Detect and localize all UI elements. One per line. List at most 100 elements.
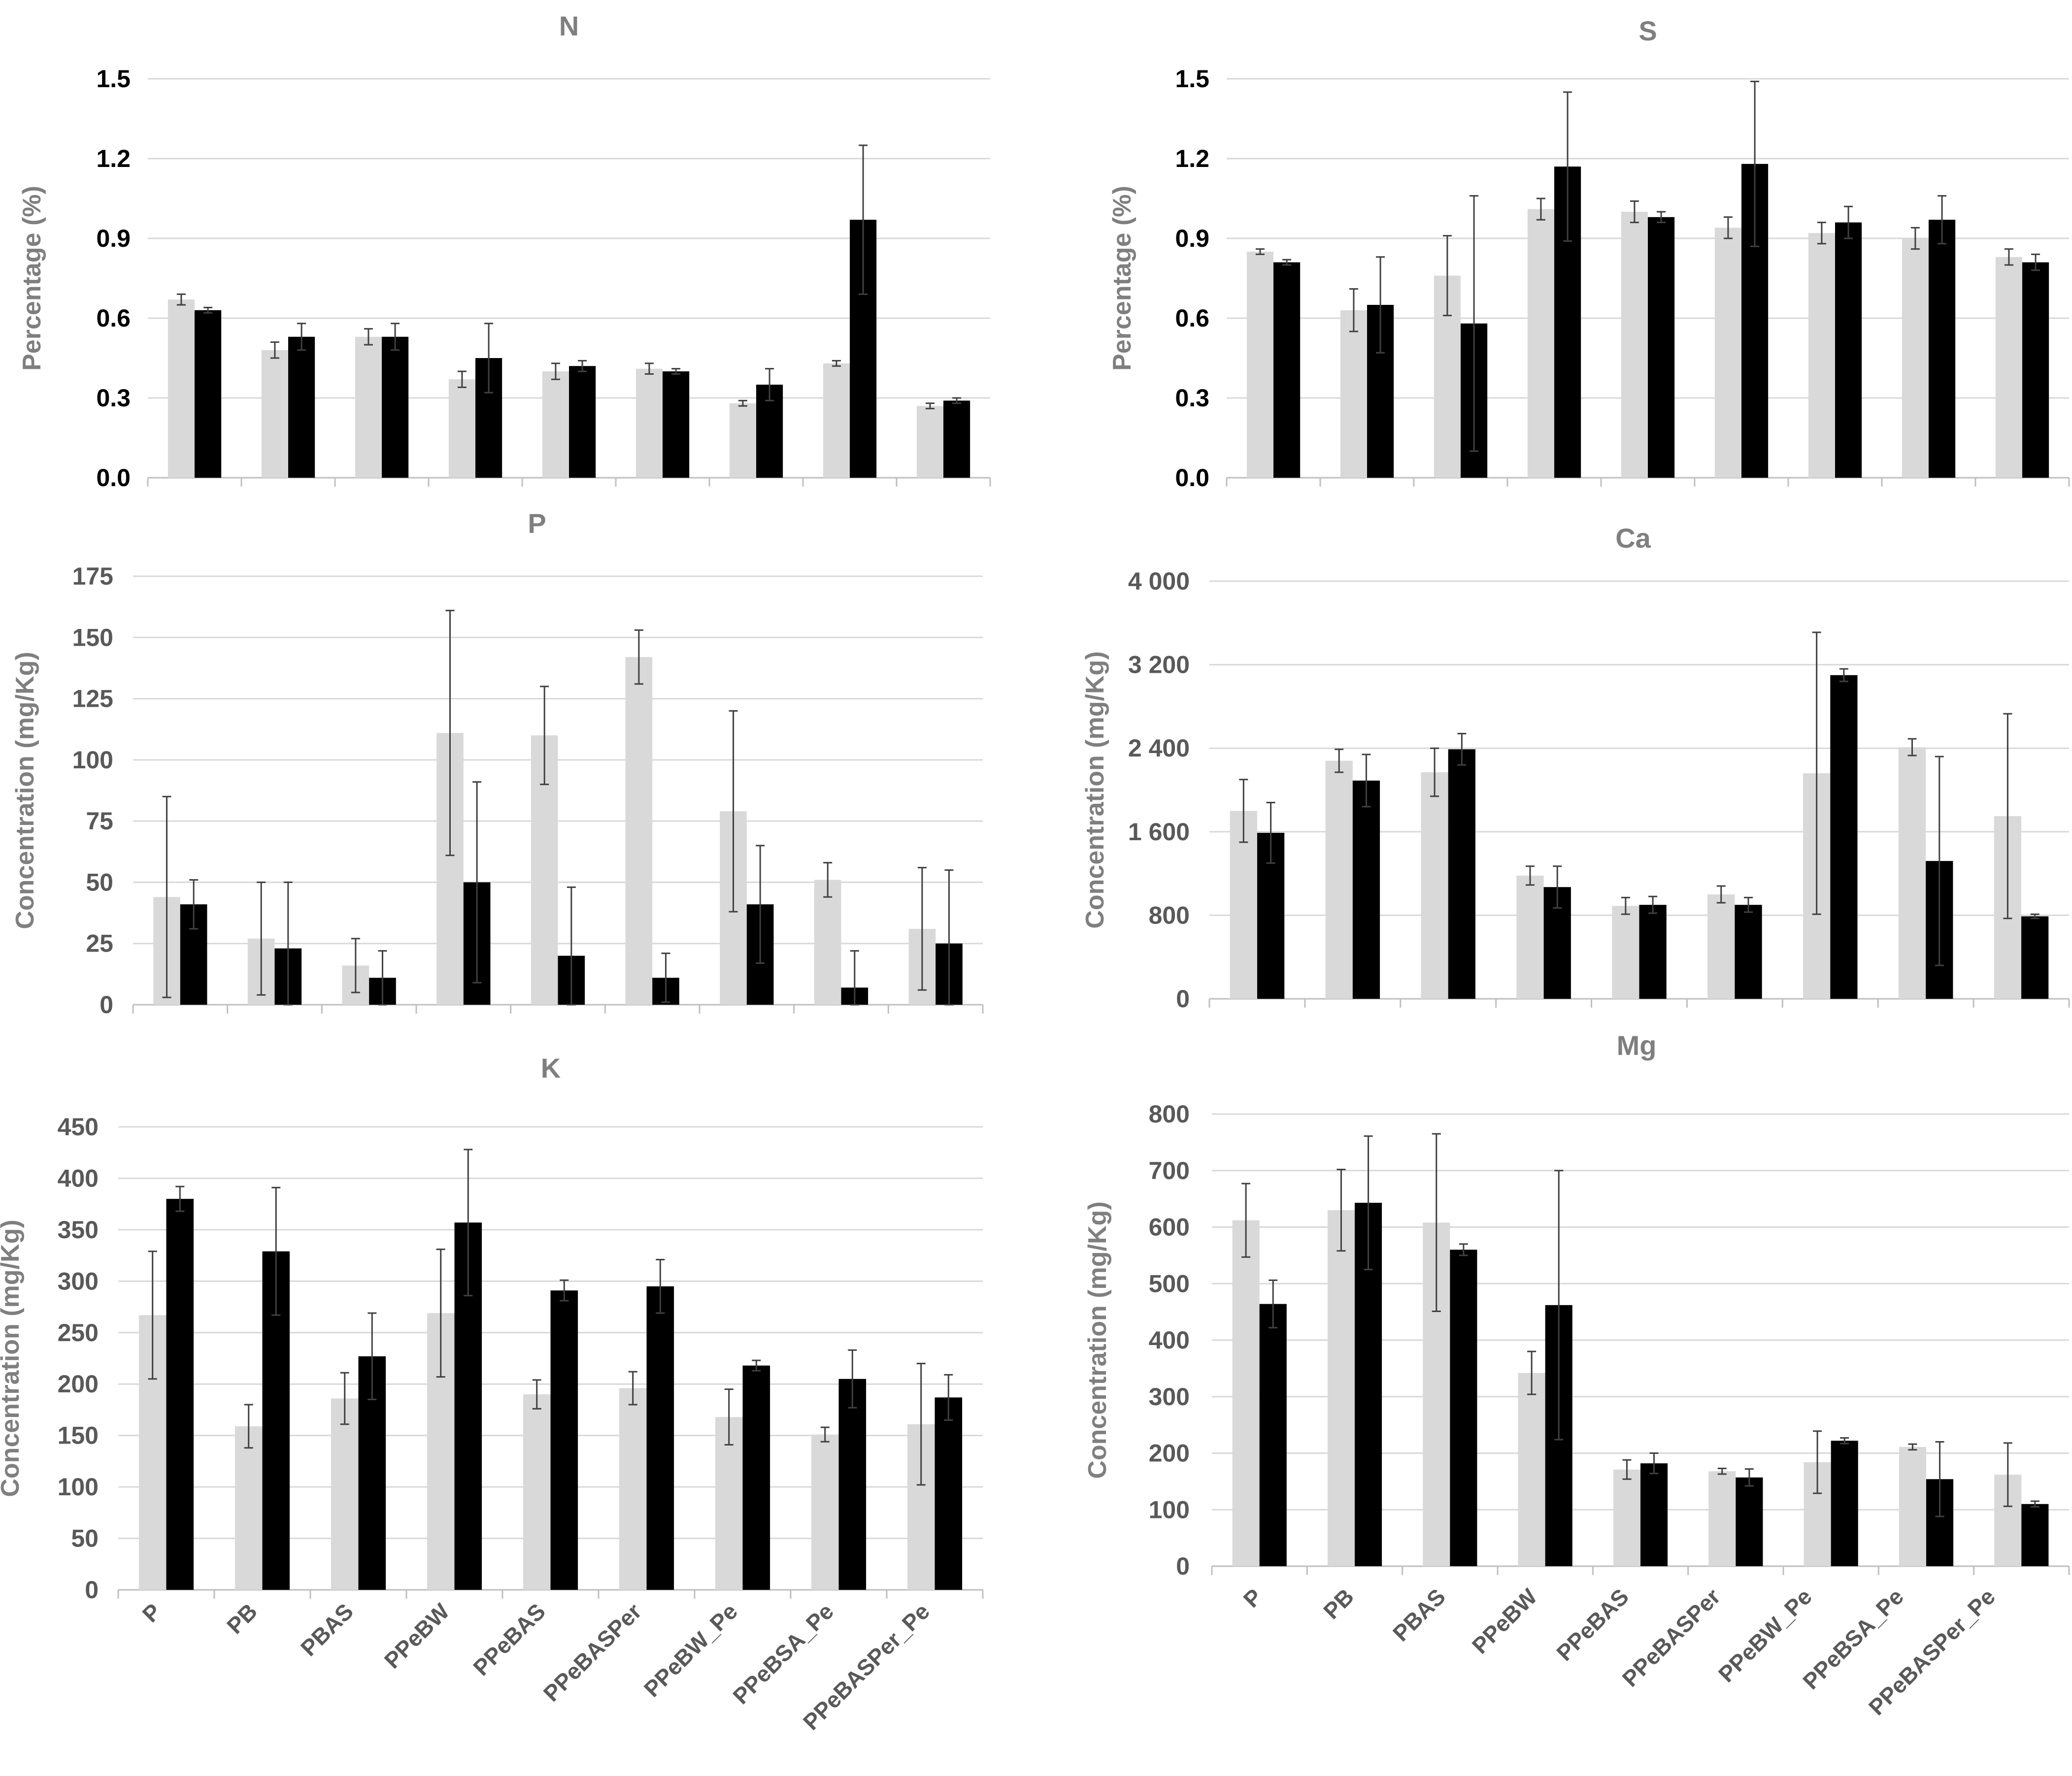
- x-tick-label: PPeBW_Pe: [639, 1598, 742, 1702]
- bar-a-pb: [1340, 310, 1367, 478]
- bar-a-ppebsa_pe: [811, 1434, 839, 1590]
- bar-a-ppebas: [1621, 212, 1648, 478]
- chart-title: S: [1638, 15, 1657, 46]
- bar-a-ppebas: [1613, 1469, 1640, 1566]
- x-tick-label: PBAS: [296, 1598, 358, 1661]
- y-tick-label: 800: [1149, 901, 1190, 929]
- y-tick-label: 0.9: [96, 225, 131, 252]
- bar-a-ppebasper: [1714, 228, 1741, 478]
- y-tick-label: 200: [58, 1370, 99, 1398]
- bar-a-ppebasper_pe: [916, 406, 943, 478]
- y-tick-label: 0.0: [96, 464, 131, 492]
- bar-b-p: [1259, 1304, 1287, 1566]
- bar-a-ppebw: [1527, 209, 1554, 478]
- bar-b-ppebasper: [663, 371, 690, 478]
- y-tick-label: 0.3: [1175, 384, 1209, 412]
- x-tick-label: PB: [222, 1598, 262, 1639]
- chart-panel-s: S Percentage (%) 0.0 0.3 0.6 0.9 1.2 1.5: [1108, 15, 2070, 492]
- y-tick-label: 450: [58, 1113, 99, 1141]
- x-tick-label: PBAS: [1388, 1583, 1450, 1646]
- y-tick-label: 100: [58, 1473, 99, 1501]
- y-axis-label: Concentration (mg/Kg): [1083, 1201, 1112, 1479]
- y-tick-label: 0: [1176, 1552, 1190, 1580]
- y-axis-label: Concentration (mg/Kg): [11, 652, 39, 929]
- bar-b-ppebas: [1640, 1463, 1668, 1566]
- bar-a-pb: [1325, 760, 1353, 999]
- y-tick-label: 0: [100, 991, 113, 1019]
- bar-b-ppebas: [569, 366, 596, 478]
- y-tick-label: 700: [1149, 1157, 1190, 1184]
- bar-a-ppebw_pe: [729, 403, 756, 478]
- bar-b-ppebas: [1648, 217, 1675, 478]
- x-tick-label: PB: [1318, 1583, 1359, 1624]
- y-tick-label: 400: [1149, 1326, 1190, 1354]
- bar-b-ppebasper: [1735, 905, 1762, 999]
- bar-a-ppebw_pe: [715, 1417, 743, 1590]
- y-tick-label: 100: [1149, 1496, 1190, 1523]
- bar-b-ppebas: [1639, 905, 1667, 999]
- bar-a-pbas: [331, 1398, 359, 1590]
- bar-a-ppebasper: [635, 368, 663, 478]
- y-tick-label: 75: [86, 807, 113, 835]
- y-tick-label: 25: [86, 930, 113, 957]
- y-tick-label: 175: [72, 562, 113, 590]
- y-tick-label: 0.0: [1175, 464, 1209, 492]
- chart-panel-ca: Ca Concentration (mg/Kg) 0 800 1 600 2 400 3 2…: [1081, 523, 2070, 1013]
- bar-b-pbas: [382, 336, 409, 478]
- chart-title: Mg: [1617, 1030, 1657, 1061]
- y-tick-label: 500: [1149, 1270, 1190, 1297]
- bar-a-ppebsa_pe: [1899, 1447, 1926, 1566]
- x-tick-label: P: [1238, 1583, 1267, 1612]
- y-tick-label: 0.6: [1175, 304, 1209, 332]
- y-tick-label: 250: [58, 1319, 99, 1347]
- y-tick-label: 0.3: [96, 384, 131, 412]
- bar-a-ppebsa_pe: [814, 880, 841, 1005]
- chart-panel-p: P Concentration (mg/Kg) 0 25 50 75 100 125 150 17…: [11, 508, 984, 1019]
- y-axis-label: Percentage (%): [18, 186, 46, 371]
- bar-b-pb: [288, 336, 315, 478]
- bar-b-ppebw_pe: [1830, 675, 1858, 999]
- bar-a-p: [167, 299, 195, 478]
- y-tick-label: 1.2: [96, 145, 131, 172]
- bar-b-ppebw_pe: [1831, 1441, 1858, 1566]
- bar-b-ppebasper_pe: [943, 400, 970, 478]
- y-tick-label: 800: [1149, 1100, 1190, 1128]
- y-tick-label: 1.5: [1175, 65, 1209, 93]
- y-tick-label: 350: [58, 1216, 99, 1244]
- bar-b-ppebasper_pe: [2021, 1504, 2049, 1566]
- bar-b-pb: [1352, 780, 1380, 999]
- bar-b-ppebas: [550, 1290, 578, 1590]
- y-tick-label: 2 400: [1128, 734, 1190, 762]
- bar-a-ppebas: [1612, 906, 1639, 999]
- bar-b-p: [1273, 262, 1301, 478]
- y-tick-label: 1 600: [1128, 818, 1190, 846]
- bar-b-p: [166, 1199, 194, 1590]
- bar-a-ppebasper: [1708, 1471, 1736, 1566]
- bar-a-ppebasper: [619, 1388, 647, 1590]
- y-tick-label: 150: [58, 1422, 99, 1449]
- bar-a-pbas: [355, 336, 382, 478]
- bar-a-pb: [1327, 1210, 1355, 1566]
- bar-a-pb: [261, 350, 288, 478]
- x-tick-label: PPeBAS: [468, 1598, 550, 1680]
- y-tick-label: 1.2: [1175, 145, 1209, 172]
- y-tick-label: 400: [58, 1164, 99, 1192]
- y-tick-label: 125: [72, 685, 113, 713]
- x-tick-label: PPeBASPer: [538, 1598, 646, 1706]
- bar-b-ppebw_pe: [1835, 222, 1862, 478]
- bar-a-ppebw: [448, 379, 475, 478]
- bar-b-ppebasper: [1736, 1477, 1763, 1566]
- y-axis-label: Concentration (mg/Kg): [0, 1219, 25, 1497]
- y-tick-label: 0: [85, 1576, 99, 1604]
- y-tick-label: 200: [1149, 1440, 1190, 1467]
- bar-b-ppebsa_pe: [1929, 220, 1956, 478]
- chart-panel-k: K Concentration (mg/Kg) 0 50 100 150 200 250 300…: [0, 1052, 984, 1604]
- bar-b-ppebasper: [646, 1286, 674, 1590]
- bar-a-ppebw: [1516, 875, 1544, 999]
- bar-a-p: [1232, 1220, 1260, 1566]
- bar-b-ppebasper_pe: [935, 1397, 963, 1590]
- bar-a-ppebw: [1518, 1373, 1545, 1566]
- chart-panel-mg: Mg Concentration (mg/Kg) 0 100 200 300 400 500 6…: [1083, 1030, 2070, 1580]
- bar-a-ppebasper: [1707, 894, 1735, 999]
